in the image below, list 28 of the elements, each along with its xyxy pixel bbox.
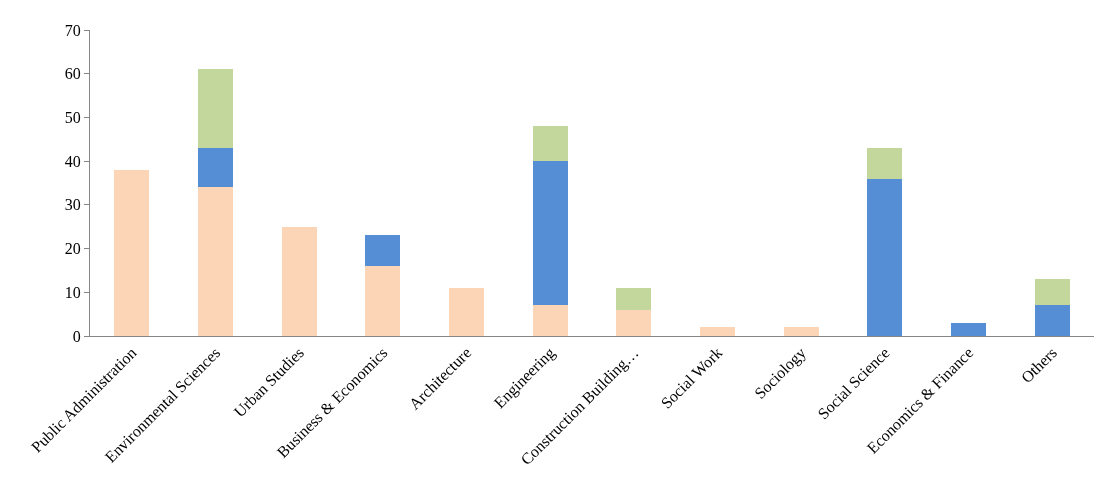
y-tick-label: 20 [64, 240, 81, 258]
bar [197, 69, 234, 149]
bar [197, 148, 234, 188]
bar [867, 178, 903, 336]
y-tick-label: 10 [64, 283, 81, 301]
y-tick-label: 60 [64, 65, 81, 83]
y-tick-label: 70 [64, 21, 81, 39]
bar [365, 235, 401, 267]
bar [699, 327, 736, 336]
bar [197, 187, 234, 336]
bar [448, 287, 485, 336]
y-tick-label: 0 [72, 327, 81, 345]
y-tick-label: 30 [64, 196, 81, 214]
bar [950, 322, 987, 336]
y-tick-label: 50 [64, 109, 81, 127]
bar [365, 266, 401, 336]
bar [532, 161, 568, 306]
bar [616, 309, 652, 336]
bar [1034, 305, 1070, 336]
bar [1034, 279, 1070, 306]
bar [114, 169, 150, 336]
bar [281, 226, 317, 336]
bar [532, 126, 568, 162]
bar [783, 327, 819, 336]
bar [867, 148, 903, 179]
y-tick-label: 40 [64, 152, 81, 170]
bar [532, 305, 568, 336]
bar [616, 287, 652, 310]
